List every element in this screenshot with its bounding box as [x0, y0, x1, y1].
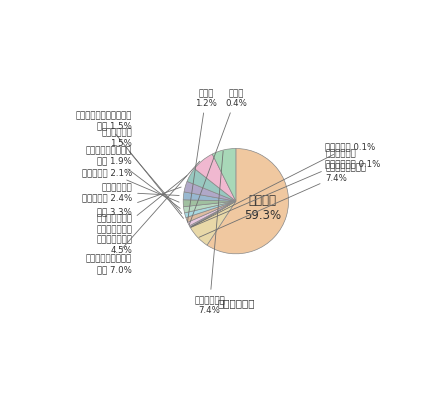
Text: 司法書士会 2.1%: 司法書士会 2.1%: [82, 168, 179, 203]
Text: 労働問題相談機関・
団体 7.0%: 労働問題相談機関・ 団体 7.0%: [86, 162, 200, 273]
Text: 児童相談所 0.1%: 児童相談所 0.1%: [191, 142, 376, 227]
Text: 提供：法務省: 提供：法務省: [217, 297, 254, 308]
Wedge shape: [183, 200, 236, 207]
Wedge shape: [207, 149, 289, 254]
Wedge shape: [190, 202, 236, 228]
Text: 福祉・保健・医療機関・
団体 1.5%: 福祉・保健・医療機関・ 団体 1.5%: [76, 110, 184, 219]
Text: 人権問題相談機関・
団体 1.9%: 人権問題相談機関・ 団体 1.9%: [86, 146, 180, 209]
Wedge shape: [183, 192, 236, 202]
Text: その他機関・団体
7.4%: その他機関・団体 7.4%: [199, 163, 366, 238]
Wedge shape: [186, 202, 236, 223]
Text: 地方公共団体
7.4%: 地方公共団体 7.4%: [194, 152, 225, 315]
Text: 弁護士会
59.3%: 弁護士会 59.3%: [244, 194, 281, 222]
Wedge shape: [184, 202, 236, 213]
Wedge shape: [187, 169, 236, 202]
Wedge shape: [212, 149, 236, 202]
Wedge shape: [194, 155, 236, 202]
Wedge shape: [184, 182, 236, 202]
Text: 配偶者暴力相談
支援センター・
女性センター等
4.5%: 配偶者暴力相談 支援センター・ 女性センター等 4.5%: [96, 176, 187, 254]
Text: 検察庁
0.4%: 検察庁 0.4%: [189, 89, 247, 225]
Text: 裁判所
1.2%: 裁判所 1.2%: [187, 89, 217, 222]
Wedge shape: [191, 202, 236, 245]
Text: 警察 3.3%: 警察 3.3%: [97, 188, 181, 216]
Wedge shape: [189, 202, 236, 227]
Wedge shape: [190, 202, 236, 228]
Text: 交通事故相談
機関・団体 2.4%: 交通事故相談 機関・団体 2.4%: [82, 182, 179, 202]
Text: 民間支援団体
1.5%: 民間支援団体 1.5%: [102, 128, 182, 214]
Text: 暴力追放運動
推進センター 0.1%: 暴力追放運動 推進センター 0.1%: [191, 149, 381, 227]
Wedge shape: [187, 202, 236, 226]
Wedge shape: [184, 202, 236, 218]
